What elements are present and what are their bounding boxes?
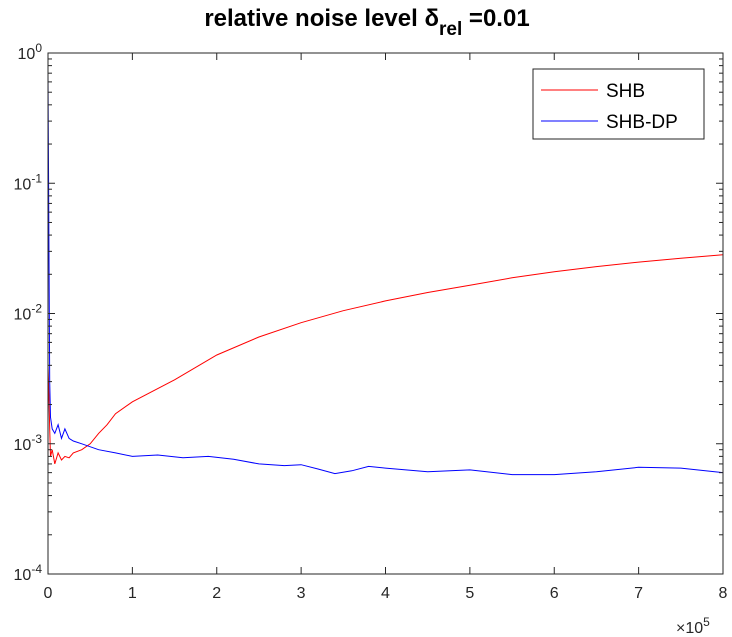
x-tick-label: 2: [212, 585, 221, 602]
legend-label-shb: SHB: [606, 81, 645, 102]
y-tick-label: 10-2: [14, 302, 43, 324]
x-multiplier-exp: 5: [703, 615, 710, 629]
legend-box: [532, 68, 705, 140]
x-multiplier-label: ×105: [676, 615, 710, 637]
x-tick-label: 5: [465, 585, 474, 602]
x-tick-label: 6: [550, 585, 559, 602]
y-tick-label: 10-3: [14, 432, 43, 454]
x-tick-label: 4: [381, 585, 390, 602]
chart-title-suffix: =0.01: [462, 5, 529, 32]
x-multiplier-base: ×10: [676, 620, 703, 637]
series-line-shb: [48, 254, 723, 465]
axes: [47, 52, 724, 575]
chart-title: relative noise level δrel =0.01: [204, 5, 529, 40]
legend: SHB SHB-DP: [532, 68, 705, 140]
chart-title-subscript: rel: [439, 19, 462, 40]
x-tick-label: 8: [719, 585, 728, 602]
plot-area: [48, 53, 723, 574]
series-line-shb-dp: [48, 73, 723, 476]
x-tick-label: 0: [44, 585, 53, 602]
legend-label-shb-dp: SHB-DP: [606, 112, 678, 133]
tick-labels: 0 1 2 3 4 5 6 7 8 10-4 10-3 10-2 10-1 100: [14, 41, 728, 602]
y-tick-label: 10-1: [14, 171, 43, 193]
y-tick-label: 10-4: [14, 562, 43, 584]
y-tick-label: 100: [18, 41, 43, 63]
x-tick-label: 7: [634, 585, 643, 602]
x-tick-label: 1: [128, 585, 137, 602]
chart-title-main: relative noise level δ: [204, 5, 439, 32]
x-tick-label: 3: [297, 585, 306, 602]
series-group: [48, 73, 723, 476]
